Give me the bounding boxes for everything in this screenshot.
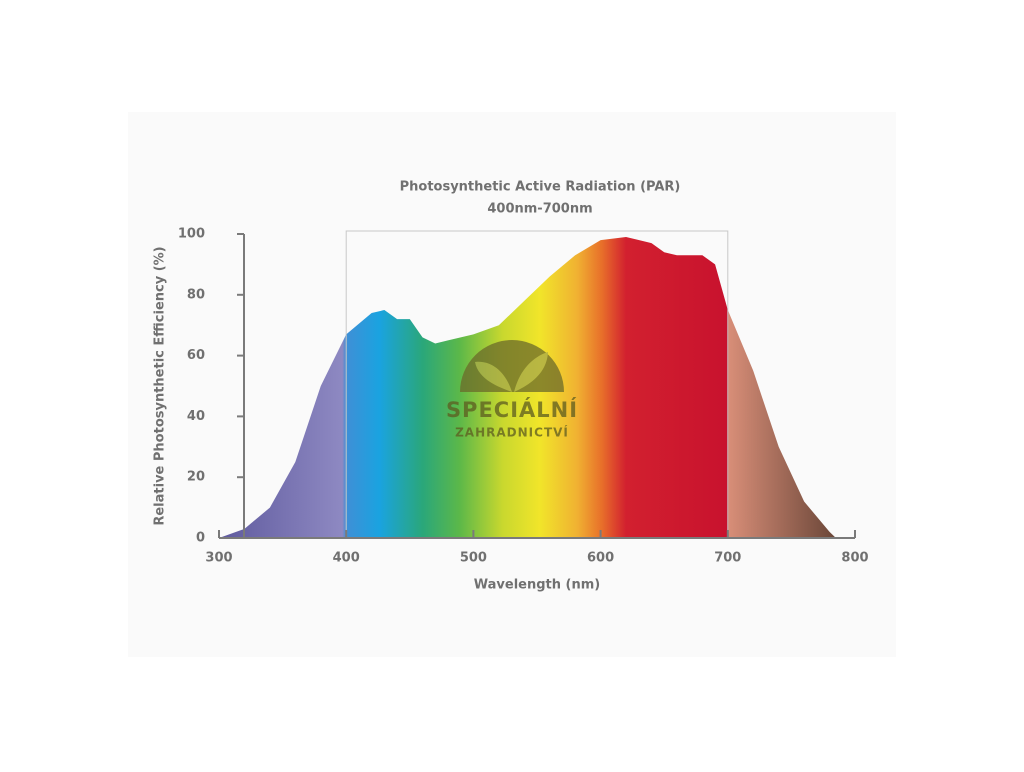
watermark: SPECIÁLNÍ ZAHRADNICTVÍ bbox=[446, 340, 578, 440]
y-tick-label: 100 bbox=[178, 227, 205, 242]
chart-subtitle: 400nm-700nm bbox=[487, 202, 592, 217]
x-tick-label: 700 bbox=[714, 551, 741, 566]
y-tick-label: 80 bbox=[187, 287, 205, 302]
x-tick-label: 500 bbox=[460, 551, 487, 566]
watermark-text: SPECIÁLNÍ bbox=[446, 397, 578, 422]
watermark-leaf bbox=[475, 352, 548, 392]
x-tick-label: 600 bbox=[587, 551, 614, 566]
watermark-text: ZAHRADNICTVÍ bbox=[455, 425, 569, 440]
x-tick-label: 800 bbox=[841, 551, 868, 566]
y-axis-label: Relative Photosynthetic Efficiency (%) bbox=[153, 246, 168, 525]
y-tick-label: 0 bbox=[196, 531, 205, 546]
x-tick-label: 300 bbox=[205, 551, 232, 566]
y-tick-label: 40 bbox=[187, 409, 205, 424]
x-axis-label: Wavelength (nm) bbox=[474, 578, 600, 593]
y-tick-label: 20 bbox=[187, 470, 205, 485]
x-tick-label: 400 bbox=[333, 551, 360, 566]
chart-title: Photosynthetic Active Radiation (PAR) bbox=[400, 180, 681, 195]
y-tick-label: 60 bbox=[187, 348, 205, 363]
